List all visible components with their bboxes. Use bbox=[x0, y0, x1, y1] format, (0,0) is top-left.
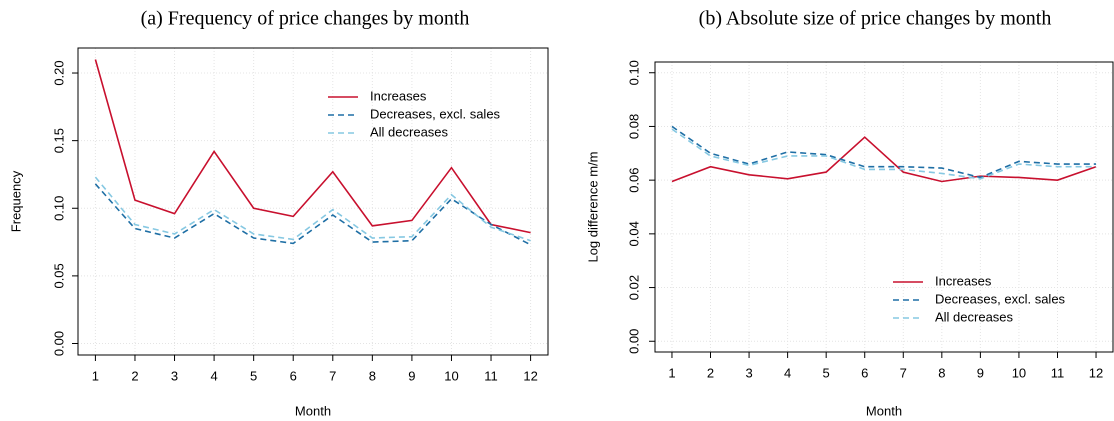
x-tick-label: 5 bbox=[250, 368, 257, 383]
x-tick-label: 2 bbox=[131, 368, 138, 383]
x-tick-label: 7 bbox=[329, 368, 336, 383]
chart-title: (a) Frequency of price changes by month bbox=[141, 8, 470, 30]
x-tick-label: 11 bbox=[1051, 365, 1065, 380]
data-line bbox=[671, 128, 1097, 180]
x-tick-label: 10 bbox=[1012, 365, 1026, 380]
x-tick-label: 2 bbox=[707, 365, 714, 380]
y-tick-label: 0.15 bbox=[51, 128, 66, 153]
y-tick-label: 0.00 bbox=[51, 331, 66, 356]
x-tick-label: 4 bbox=[784, 365, 791, 380]
x-tick-label: 9 bbox=[408, 368, 415, 383]
legend-label: Increases bbox=[935, 273, 992, 288]
data-line bbox=[671, 136, 1097, 183]
x-tick-label: 8 bbox=[938, 365, 945, 380]
data-line bbox=[94, 176, 531, 242]
x-tick-label: 9 bbox=[977, 365, 984, 380]
y-tick-label: 0.04 bbox=[626, 221, 641, 246]
legend-label: All decreases bbox=[370, 124, 449, 139]
y-tick-label: 0.10 bbox=[626, 60, 641, 85]
x-tick-label: 6 bbox=[861, 365, 868, 380]
x-tick-label: 8 bbox=[369, 368, 376, 383]
y-tick-label: 0.08 bbox=[626, 114, 641, 139]
y-tick-label: 0.06 bbox=[626, 167, 641, 192]
x-tick-label: 4 bbox=[210, 368, 217, 383]
y-tick-label: 0.05 bbox=[51, 263, 66, 288]
x-tick-label: 7 bbox=[900, 365, 907, 380]
x-axis-label: Month bbox=[866, 403, 902, 418]
legend-label: All decreases bbox=[935, 309, 1014, 324]
x-tick-label: 1 bbox=[92, 368, 99, 383]
x-tick-label: 5 bbox=[823, 365, 830, 380]
legend-label: Increases bbox=[370, 88, 427, 103]
x-tick-label: 6 bbox=[290, 368, 297, 383]
plot-frame bbox=[654, 61, 1114, 353]
x-tick-label: 3 bbox=[171, 368, 178, 383]
x-tick-label: 12 bbox=[523, 368, 537, 383]
y-tick-label: 0.20 bbox=[51, 60, 66, 85]
y-axis-label: Log difference m/m bbox=[585, 151, 600, 262]
plot-frame bbox=[77, 47, 549, 356]
chart-title: (b) Absolute size of price changes by mo… bbox=[699, 8, 1052, 30]
y-axis-label: Frequency bbox=[8, 170, 23, 232]
x-tick-label: 10 bbox=[444, 368, 458, 383]
x-axis-label: Month bbox=[295, 403, 331, 418]
data-line bbox=[94, 59, 531, 234]
legend-label: Decreases, excl. sales bbox=[370, 106, 501, 121]
y-tick-label: 0.02 bbox=[626, 275, 641, 300]
data-line bbox=[671, 125, 1097, 179]
x-tick-label: 12 bbox=[1089, 365, 1103, 380]
x-tick-label: 3 bbox=[745, 365, 752, 380]
data-line bbox=[94, 183, 531, 246]
legend-label: Decreases, excl. sales bbox=[935, 291, 1066, 306]
x-tick-label: 1 bbox=[668, 365, 675, 380]
y-tick-label: 0.10 bbox=[51, 196, 66, 221]
y-tick-label: 0.00 bbox=[626, 329, 641, 354]
x-tick-label: 11 bbox=[484, 368, 498, 383]
